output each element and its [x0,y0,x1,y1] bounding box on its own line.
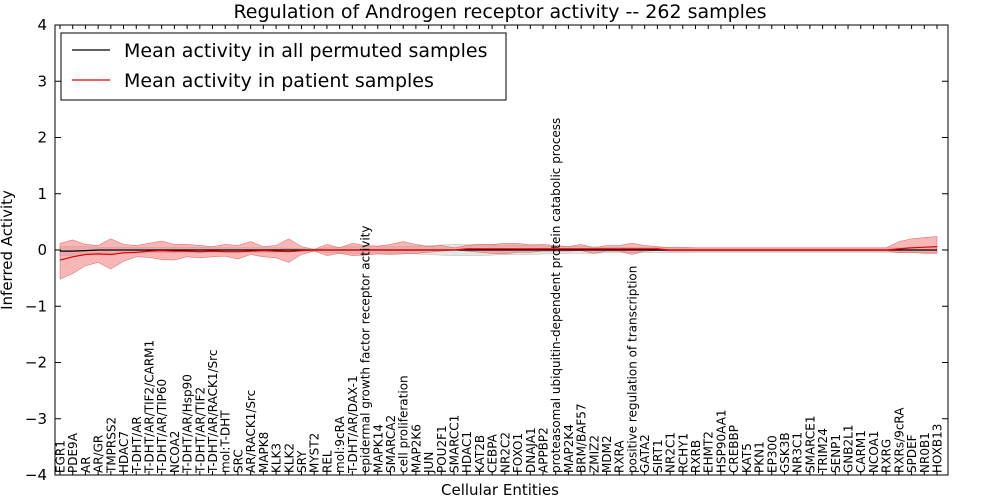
x-tick-label: PKN1 [753,441,767,473]
x-tick-label: FOXO1 [511,433,525,473]
x-tick-label: EP300 [765,435,779,473]
x-tick-label: TMPRSS2 [104,417,118,474]
y-tick-label: −1 [25,297,47,315]
line-patient [59,246,938,261]
x-tick-label: REL [320,450,334,473]
x-tick-label: CARM1 [854,430,868,473]
x-tick-label: T-DHT/AR/TIF2 [193,387,207,474]
x-tick-label: cell proliferation [397,375,411,473]
x-tick-label: SRY [295,450,309,473]
x-tick-label: RXRB [689,440,703,473]
y-tick-label: 3 [37,72,47,90]
x-tick-label: GSK3B [778,432,792,473]
x-tick-label: ZMIZ2 [587,435,601,473]
legend-label-permuted: Mean activity in all permuted samples [124,40,487,62]
x-tick-label: KAT2B [473,435,487,473]
x-tick-label: T-DHT/AR/TIF2/CARM1 [143,340,157,474]
x-tick-label: AR/RACK1/Src [244,390,258,473]
x-tick-label: RCHY1 [676,433,690,473]
y-tick-label: 2 [37,129,47,147]
x-tick-label: T-DHT/AR/Hsp90 [181,374,195,474]
x-tick-label: AR [79,456,93,473]
y-tick-label: −2 [25,354,47,372]
plot-area [59,236,938,280]
axis-ticks: −4−3−2−101234EGR1PDE9AARAR/GRTMPRSS2HDAC… [25,16,948,484]
x-tick-label: MAPK8 [257,432,271,473]
x-tick-label: SRC [231,449,245,473]
x-tick-label: SMARCC1 [448,415,462,473]
x-tick-label: KLK2 [282,443,296,473]
x-tick-label: MAP2K6 [409,424,423,473]
chart-title: Regulation of Androgen receptor activity… [233,1,766,23]
x-tick-label: T-DHT/AR/DAX-1 [346,375,360,474]
x-tick-label: EHMT2 [702,431,716,473]
x-tick-label: EGR1 [54,440,68,473]
x-tick-label: HOXB13 [931,424,945,473]
x-tick-label: APPBP2 [537,427,551,473]
x-tick-label: SMARCE1 [803,415,817,473]
x-tick-label: MAPK14 [371,424,385,473]
x-tick-label: proteasomal ubiquitin-dependent protein … [549,118,563,473]
x-axis-label: Cellular Entities [441,481,559,499]
x-tick-label: SIRT1 [651,439,665,473]
x-tick-label: TRIM24 [816,428,830,474]
x-tick-label: positive regulation of transcription [626,266,640,473]
x-tick-label: SENP1 [829,434,843,473]
x-tick-label: NCOA1 [867,431,881,473]
x-tick-label: RXRs/9cRA [892,407,906,473]
legend-label-patient: Mean activity in patient samples [124,70,434,92]
x-tick-label: KLK3 [270,443,284,473]
y-tick-label: 4 [37,16,47,34]
legend-box [60,32,507,101]
x-tick-label: mol:T-DHT [219,410,233,473]
x-tick-label: NR2C2 [498,432,512,473]
x-tick-label: NR3C1 [791,432,805,473]
x-tick-label: MAP2K4 [562,424,576,473]
x-tick-label: T-DHT/AR [130,416,144,474]
x-tick-label: AR/GR [92,435,106,473]
x-tick-label: CEBPA [486,433,500,473]
x-tick-label: mol:9cRA [333,416,347,473]
x-tick-label: HDAC7 [117,431,131,473]
x-tick-label: KAT5 [740,443,754,473]
x-tick-label: SPDEF [905,434,919,473]
x-tick-label: NR2C1 [664,432,678,473]
x-tick-label: POU2F1 [435,425,449,473]
x-tick-label: NCOA2 [168,431,182,473]
y-tick-label: −4 [25,466,47,484]
x-tick-label: MYST2 [308,433,322,473]
x-tick-label: DNAJA1 [524,427,538,473]
x-tick-label: CREBBP [727,425,741,473]
band-patient [59,236,938,280]
x-tick-label: GNB2L1 [842,425,856,473]
x-tick-label: JUN [422,452,436,474]
x-tick-label: HSP90AA1 [714,409,728,473]
y-tick-label: −3 [25,410,47,428]
x-tick-label: NR0B1 [918,432,932,473]
x-tick-label: HDAC1 [460,431,474,473]
x-tick-label: RXRG [880,439,894,473]
y-axis-label: Inferred Activity [0,190,16,310]
y-tick-label: 1 [37,185,47,203]
x-tick-label: RXRA [613,440,627,473]
x-tick-label: T-DHT/AR/TIP60 [155,379,169,474]
y-tick-label: 0 [37,241,47,259]
x-tick-label: GATA2 [638,434,652,473]
x-tick-label: T-DHT/AR/RACK1/Src [206,350,220,474]
x-tick-label: BRM/BAF57 [575,403,589,473]
x-tick-label: MDM2 [600,435,614,473]
x-tick-label: PDE9A [66,432,80,473]
x-tick-label: SMARCA2 [384,415,398,473]
x-tick-label: epidermal growth factor receptor activit… [359,226,373,473]
legend: Mean activity in all permuted samples Me… [60,32,507,101]
